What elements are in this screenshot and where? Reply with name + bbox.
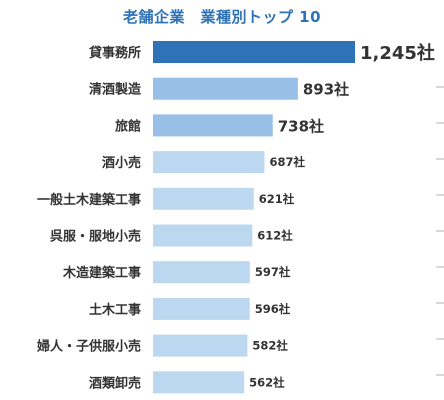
bar — [153, 261, 250, 284]
category-label: 清酒製造 — [89, 82, 142, 98]
edge-tick — [436, 266, 444, 268]
category-label: 酒類卸売 — [89, 375, 141, 391]
edge-tick — [436, 338, 444, 340]
bar — [153, 334, 248, 357]
value-label: 582社 — [252, 339, 288, 353]
category-label: 木造建築工事 — [62, 265, 141, 281]
value-label: 612社 — [257, 229, 293, 243]
bar — [153, 77, 298, 100]
chart-title: 老舗企業 業種別トップ 10 — [122, 8, 322, 26]
edge-tick — [436, 122, 444, 124]
bar — [153, 371, 245, 394]
value-label: 687社 — [269, 155, 305, 169]
edge-tick — [436, 158, 444, 160]
edge-tick — [436, 374, 444, 376]
bar — [153, 187, 254, 210]
bar — [153, 41, 355, 63]
category-label: 呉服・服地小売 — [50, 229, 141, 245]
bar — [153, 151, 265, 174]
category-label: 一般土木建築工事 — [37, 192, 141, 208]
value-label: 597社 — [255, 265, 291, 279]
bar — [153, 297, 250, 320]
edge-tick — [436, 230, 444, 232]
category-label: 貸事務所 — [89, 45, 141, 61]
value-label: 893社 — [303, 81, 349, 99]
edge-tick — [436, 302, 444, 304]
bar — [153, 114, 273, 137]
bar — [153, 224, 253, 247]
value-label: 738社 — [278, 117, 324, 135]
value-label: 1,245社 — [360, 42, 435, 64]
edge-tick — [436, 194, 444, 196]
value-label: 596社 — [255, 302, 291, 316]
category-label: 土木工事 — [89, 302, 141, 318]
category-label: 酒小売 — [102, 155, 141, 171]
edge-tick — [436, 86, 444, 88]
value-label: 621社 — [259, 192, 295, 206]
category-label: 婦人・子供服小売 — [36, 339, 141, 355]
value-label: 562社 — [249, 375, 285, 389]
category-label: 旅館 — [115, 118, 141, 134]
